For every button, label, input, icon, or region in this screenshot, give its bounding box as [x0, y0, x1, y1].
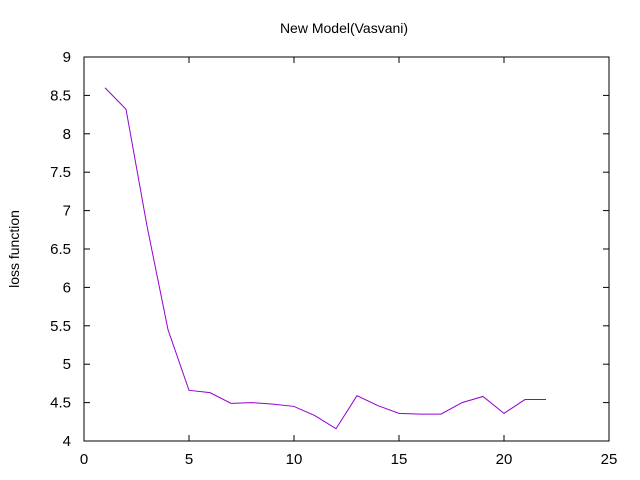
- x-tick-label: 10: [286, 451, 303, 468]
- x-tick-label: 0: [80, 451, 88, 468]
- series-layer: [104, 87, 546, 430]
- y-tick-label: 6.5: [50, 241, 71, 258]
- y-tick-label: 5: [63, 356, 71, 373]
- y-tick-label: 7: [63, 203, 71, 220]
- x-tick-label: 5: [185, 451, 193, 468]
- y-tick-label: 8: [63, 126, 71, 143]
- chart-title: New Model(Vasvani): [280, 20, 408, 36]
- y-tick-label: 7.5: [50, 164, 71, 181]
- y-axis-label: loss function: [6, 210, 22, 288]
- x-tick-label: 15: [391, 451, 408, 468]
- y-tick-label: 4: [63, 433, 71, 450]
- x-tick-label: 25: [601, 451, 618, 468]
- x-tick-label: 20: [496, 451, 513, 468]
- y-tick-label: 9: [63, 49, 71, 66]
- series-line-0: [104, 87, 546, 430]
- y-tick-label: 8.5: [50, 87, 71, 104]
- y-tick-label: 4.5: [50, 395, 71, 412]
- plot-frame: [83, 56, 610, 442]
- axis-ticks: [83, 56, 610, 442]
- y-tick-label: 5.5: [50, 318, 71, 335]
- y-tick-label: 6: [63, 279, 71, 296]
- tick-labels: 0 5 10 15 20 25 4 4.5 5 5.5 6 6.5 7 7.5 8 8.5 9: [50, 49, 617, 468]
